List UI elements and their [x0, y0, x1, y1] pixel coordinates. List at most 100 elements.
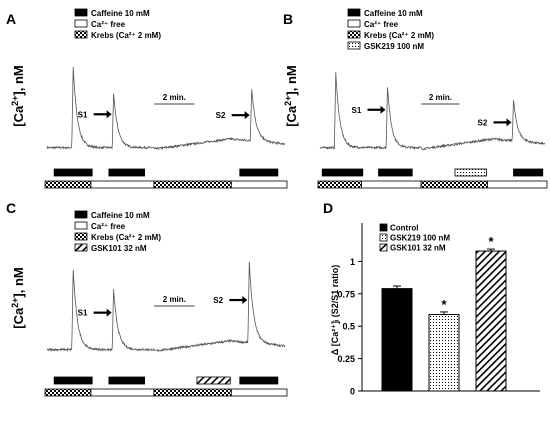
medium-segment: [420, 180, 488, 189]
peak-arrow-head: [242, 296, 248, 305]
y-axis-label-part: 2+: [10, 298, 20, 308]
legend-swatch: [74, 19, 88, 28]
medium-segment: [90, 180, 155, 189]
treatment-bar: [108, 376, 145, 385]
medium-segment: [317, 180, 362, 189]
legend-swatch: [74, 30, 88, 39]
y-axis-label-part: 2+: [283, 96, 293, 106]
panel-label: A: [6, 11, 16, 27]
y-axis-label-part: ], nM: [11, 267, 26, 297]
panel-c: C [Ca2+], nM Caffeine 10 mM Ca²⁺ free Krebs …: [6, 200, 288, 397]
y-axis-label-part: ], nM: [284, 65, 299, 95]
treatment-bar: [454, 168, 487, 177]
medium-segment: [153, 180, 232, 189]
legend-swatch: [74, 221, 88, 230]
panel-label: B: [283, 11, 293, 27]
legend-swatch: [74, 210, 88, 219]
calcium-trace: [319, 71, 546, 151]
y-axis-label: Δ [Ca²⁺]ᵢ (S2/S1 ratio): [330, 265, 340, 356]
panel-d: D 0 0.25 0.5 0.75 1 Δ [Ca²⁺]ᵢ (S2/S1 ratio) * * C…: [323, 200, 540, 397]
s1-label: S1: [78, 110, 88, 119]
s2-label: S2: [216, 111, 226, 120]
legend-label: GSK101 32 nM: [91, 244, 147, 253]
medium-segment: [230, 388, 288, 397]
legend-label: Control: [390, 224, 418, 233]
time-scale-label: 2 min.: [163, 295, 186, 304]
treatment-bar: [108, 168, 145, 177]
y-tick-label: 1: [350, 257, 355, 267]
y-tick-label: 0.5: [342, 322, 355, 332]
time-scale-label: 2 min.: [163, 93, 186, 102]
legend-label: Krebs (Ca²⁺ 2 mM): [364, 31, 434, 40]
legend-swatch: [347, 19, 361, 28]
significance-star: *: [441, 297, 447, 312]
treatment-bar: [513, 168, 544, 177]
bar-2: [428, 314, 460, 392]
legend-label: Caffeine 10 mM: [364, 9, 423, 18]
significance-star: *: [488, 234, 494, 249]
y-axis-label: [Ca2+], nM: [283, 65, 299, 127]
panel-b: B [Ca2+], nM Caffeine 10 mM Ca²⁺ free Krebs …: [283, 8, 548, 189]
peak-arrow-head: [106, 110, 112, 119]
peak-arrow-head: [380, 105, 386, 114]
legend-swatch: [379, 223, 388, 232]
peak-arrow-head: [506, 118, 512, 127]
legend-swatch: [379, 233, 388, 242]
legend-label: Krebs (Ca²⁺ 2 mM): [91, 31, 161, 40]
legend-swatch: [347, 30, 361, 39]
y-tick-label: 0.75: [337, 289, 355, 299]
calcium-trace: [47, 261, 286, 353]
medium-segment: [361, 180, 422, 189]
treatment-bar: [239, 376, 279, 385]
y-axis-label-part: ], nM: [11, 65, 26, 95]
legend-label: GSK219 100 nM: [390, 234, 450, 243]
medium-segment: [90, 388, 155, 397]
legend-label: Krebs (Ca²⁺ 2 mM): [91, 233, 161, 242]
y-axis-label-part: [Ca: [284, 105, 299, 127]
legend-swatch: [379, 243, 388, 252]
legend-swatch: [74, 243, 88, 252]
y-axis-label: [Ca2+], nM: [10, 65, 26, 127]
panel-label: D: [323, 200, 333, 216]
y-axis-label-part: 2+: [10, 96, 20, 106]
treatment-bar: [196, 376, 231, 385]
y-tick-label: 0.25: [337, 354, 355, 364]
panel-label: C: [6, 200, 16, 216]
medium-segment: [44, 388, 92, 397]
medium-segment: [44, 180, 92, 189]
s2-label: S2: [213, 296, 223, 305]
bar-3: [475, 250, 507, 392]
calcium-trace: [46, 66, 286, 151]
medium-segment: [230, 180, 288, 189]
y-axis-label: [Ca2+], nM: [10, 267, 26, 329]
legend-label: Caffeine 10 mM: [91, 9, 150, 18]
treatment-bar: [378, 168, 413, 177]
s1-label: S1: [352, 106, 362, 115]
treatment-bar: [53, 168, 93, 177]
treatment-bar: [239, 168, 279, 177]
treatment-bar: [53, 376, 93, 385]
legend-label: Ca²⁺ free: [364, 20, 399, 29]
medium-segment: [153, 388, 232, 397]
y-axis-label-part: [Ca: [11, 105, 26, 127]
peak-arrow-head: [106, 308, 112, 317]
y-axis-label-part: [Ca: [11, 307, 26, 329]
panel-a: A [Ca2+], nM Caffeine 10 mM Ca²⁺ free Krebs …: [6, 8, 288, 189]
legend-swatch: [347, 41, 361, 50]
peak-arrow-head: [244, 111, 250, 120]
legend-label: GSK101 32 nM: [390, 244, 446, 253]
legend-swatch: [347, 8, 361, 17]
s2-label: S2: [478, 118, 488, 127]
time-scale-label: 2 min.: [429, 93, 452, 102]
legend-swatch: [74, 232, 88, 241]
legend-label: Caffeine 10 mM: [91, 211, 150, 220]
legend-label: GSK219 100 nM: [364, 42, 424, 51]
medium-segment: [487, 180, 548, 189]
y-tick-label: 0: [350, 387, 355, 397]
legend-label: Ca²⁺ free: [91, 20, 126, 29]
legend-label: Ca²⁺ free: [91, 222, 126, 231]
s1-label: S1: [78, 309, 88, 318]
treatment-bar: [321, 168, 364, 177]
